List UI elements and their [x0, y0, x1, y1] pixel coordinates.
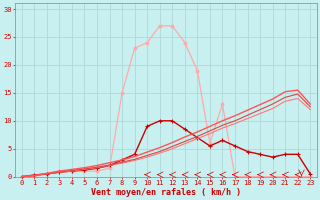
- X-axis label: Vent moyen/en rafales ( km/h ): Vent moyen/en rafales ( km/h ): [91, 188, 241, 197]
